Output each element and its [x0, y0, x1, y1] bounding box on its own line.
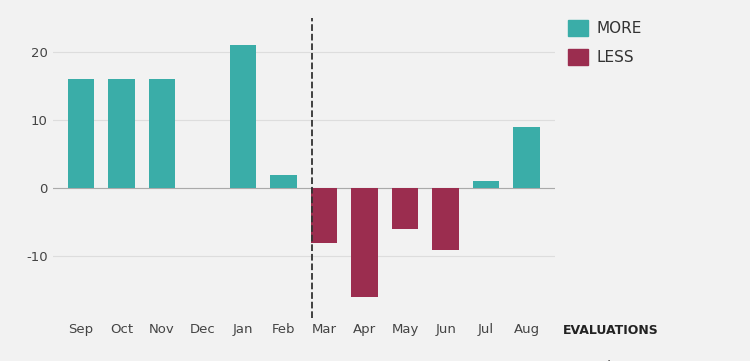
- Bar: [148, 79, 175, 188]
- Bar: [514, 127, 540, 188]
- Bar: [433, 188, 459, 249]
- Bar: [270, 175, 297, 188]
- Bar: [68, 79, 94, 188]
- Bar: [392, 188, 418, 229]
- Bar: [230, 45, 256, 188]
- Bar: [473, 182, 500, 188]
- Bar: [310, 188, 338, 243]
- Text: EVALUATIONS: EVALUATIONS: [562, 324, 658, 337]
- Legend: MORE, LESS: MORE, LESS: [568, 20, 642, 65]
- Bar: [351, 188, 378, 297]
- Bar: [108, 79, 134, 188]
- Text: 6 months
prior to the
pandenmic and
6 months post-
pandemic: 6 months prior to the pandenmic and 6 mo…: [562, 360, 660, 361]
